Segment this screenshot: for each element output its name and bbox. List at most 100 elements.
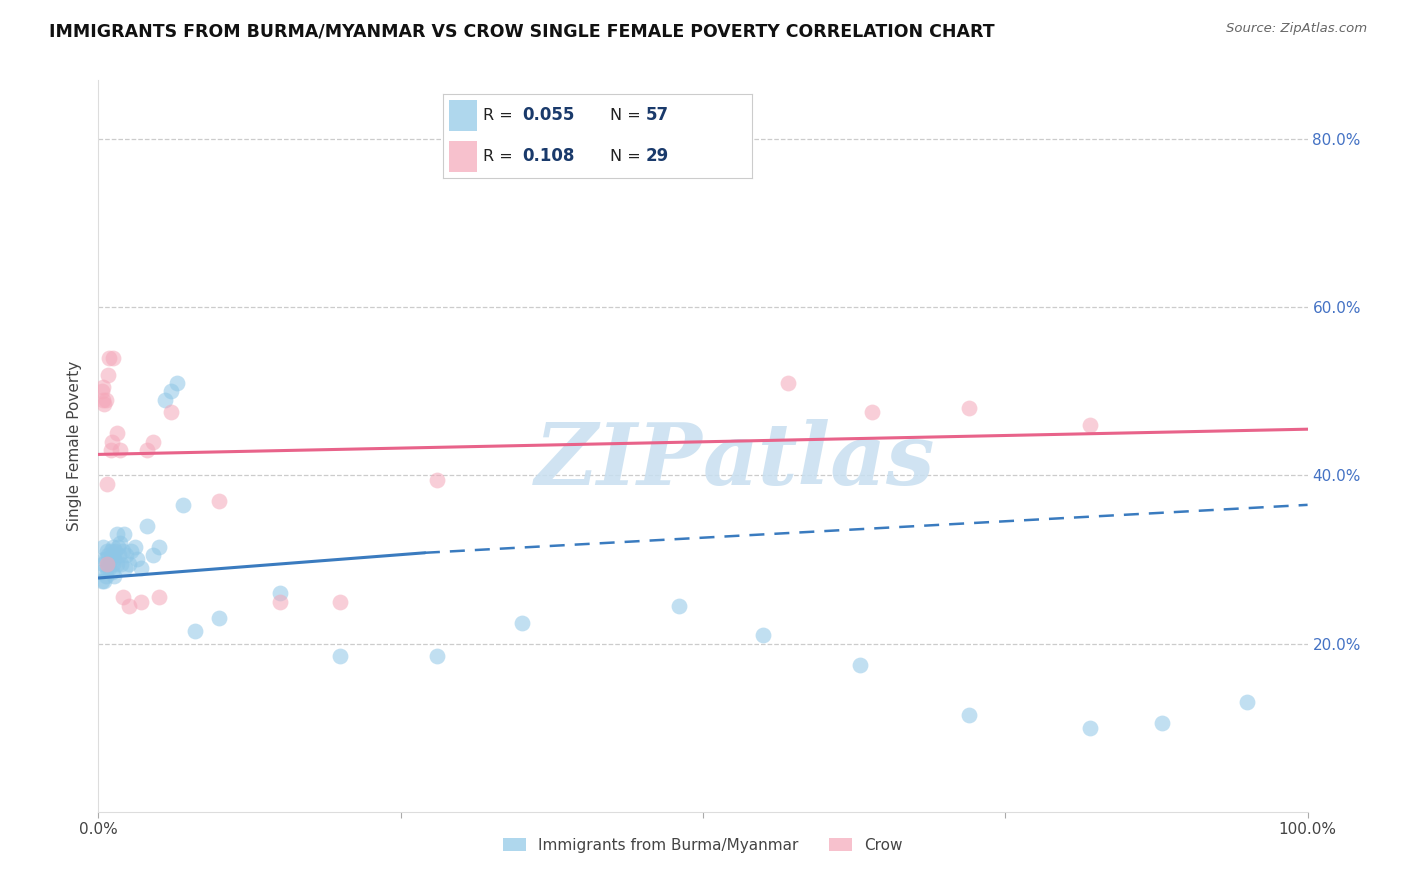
Point <box>112 527 135 541</box>
Text: atlas: atlas <box>703 419 935 502</box>
Point <box>135 519 157 533</box>
Point <box>96 476 118 491</box>
Point <box>1078 721 1101 735</box>
Point <box>100 565 122 579</box>
Point <box>776 376 799 390</box>
Text: 57: 57 <box>645 106 669 124</box>
Point <box>148 540 170 554</box>
Point <box>91 380 114 394</box>
Point <box>160 405 183 419</box>
Point <box>107 540 129 554</box>
Point <box>96 544 118 558</box>
Point <box>124 540 146 554</box>
Point <box>105 426 128 441</box>
Text: R =: R = <box>484 149 517 164</box>
Point <box>108 535 131 549</box>
Text: R =: R = <box>484 108 517 123</box>
Point <box>426 473 449 487</box>
Point <box>94 392 117 407</box>
Point <box>120 544 142 558</box>
Point <box>100 443 122 458</box>
Point <box>94 569 117 583</box>
Point <box>98 561 121 575</box>
Point <box>668 599 690 613</box>
Point <box>849 657 872 672</box>
Text: ZIP: ZIP <box>536 419 703 502</box>
Point <box>105 527 128 541</box>
Point <box>101 540 124 554</box>
Text: 0.108: 0.108 <box>522 147 574 165</box>
Point <box>329 649 352 664</box>
Point <box>1078 417 1101 432</box>
Point <box>172 498 194 512</box>
Point <box>269 594 291 608</box>
Point <box>111 591 134 605</box>
Point <box>142 549 165 563</box>
Point <box>104 544 127 558</box>
Point <box>108 549 131 563</box>
Point <box>329 594 352 608</box>
Point <box>111 544 134 558</box>
Point <box>118 599 141 613</box>
Text: Source: ZipAtlas.com: Source: ZipAtlas.com <box>1226 22 1367 36</box>
Text: N =: N = <box>610 108 645 123</box>
Legend: Immigrants from Burma/Myanmar, Crow: Immigrants from Burma/Myanmar, Crow <box>498 831 908 859</box>
Text: IMMIGRANTS FROM BURMA/MYANMAR VS CROW SINGLE FEMALE POVERTY CORRELATION CHART: IMMIGRANTS FROM BURMA/MYANMAR VS CROW SI… <box>49 22 995 40</box>
Point <box>1152 716 1174 731</box>
Point <box>91 392 114 407</box>
Point <box>115 549 138 563</box>
Text: N =: N = <box>610 149 645 164</box>
Y-axis label: Single Female Poverty: Single Female Poverty <box>67 361 83 531</box>
Point <box>752 628 775 642</box>
Point <box>93 552 115 566</box>
Point <box>105 557 128 571</box>
Point <box>160 384 183 399</box>
Bar <box>449 101 477 131</box>
Point <box>127 552 149 566</box>
Point <box>98 351 121 365</box>
Point <box>97 557 120 571</box>
Point <box>96 561 118 575</box>
Point <box>1236 695 1258 709</box>
Point <box>93 574 115 588</box>
Point <box>510 615 533 630</box>
Point <box>108 443 131 458</box>
Point <box>208 493 231 508</box>
Bar <box>449 141 477 171</box>
Point <box>110 557 132 571</box>
Point <box>957 708 980 723</box>
Point <box>426 649 449 664</box>
Point <box>91 540 114 554</box>
Point <box>103 552 125 566</box>
Point <box>91 557 114 571</box>
Point <box>91 384 114 399</box>
Point <box>129 594 152 608</box>
Point <box>96 557 118 571</box>
Point <box>91 574 114 588</box>
Point <box>97 368 120 382</box>
Text: 0.055: 0.055 <box>522 106 574 124</box>
Text: 29: 29 <box>645 147 669 165</box>
Point <box>153 392 176 407</box>
Point <box>100 434 122 449</box>
Point <box>100 552 122 566</box>
Point <box>97 549 120 563</box>
Point <box>100 544 122 558</box>
Point <box>166 376 188 390</box>
Point <box>103 569 125 583</box>
Point <box>208 611 231 625</box>
Point <box>101 351 124 365</box>
Point <box>860 405 883 419</box>
Point <box>114 561 136 575</box>
Point <box>93 397 115 411</box>
Point <box>118 557 141 571</box>
Point <box>90 565 112 579</box>
Point <box>142 434 165 449</box>
Point <box>129 561 152 575</box>
Point <box>269 586 291 600</box>
Point <box>135 443 157 458</box>
Point <box>957 401 980 416</box>
Point <box>148 591 170 605</box>
Point <box>100 549 122 563</box>
Point <box>94 552 117 566</box>
